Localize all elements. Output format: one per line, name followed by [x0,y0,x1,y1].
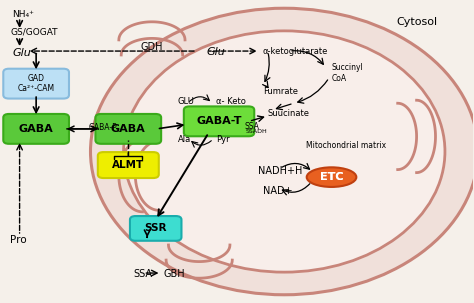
FancyBboxPatch shape [130,216,182,241]
Text: GABA-T: GABA-T [196,116,242,126]
Ellipse shape [307,167,356,187]
Text: Glu: Glu [206,47,225,57]
Text: SSA: SSA [244,122,259,131]
FancyBboxPatch shape [303,165,360,189]
Text: ETC: ETC [320,172,343,182]
Text: Pyr: Pyr [216,135,229,144]
Text: ETC: ETC [320,172,343,182]
FancyBboxPatch shape [95,114,161,144]
Text: ALMT: ALMT [112,160,145,170]
FancyBboxPatch shape [184,106,254,136]
Text: GDH: GDH [140,42,163,52]
Text: GAD
Ca²⁺-CAM: GAD Ca²⁺-CAM [18,74,55,93]
Text: GABA: GABA [111,124,146,134]
Ellipse shape [124,31,445,272]
FancyBboxPatch shape [3,114,69,144]
Text: NH₄⁺: NH₄⁺ [12,10,35,19]
Text: SSADH: SSADH [246,129,267,135]
Text: GABA: GABA [19,124,54,134]
Text: GLU: GLU [178,97,195,106]
Text: NAD+: NAD+ [263,186,292,196]
FancyBboxPatch shape [98,152,159,178]
Text: α- Keto: α- Keto [216,97,246,106]
Text: GBH: GBH [164,269,185,279]
Text: Pro: Pro [10,235,27,245]
Text: SSR: SSR [145,223,167,233]
Text: GS/GOGAT: GS/GOGAT [10,28,58,37]
Text: SSA: SSA [133,269,152,279]
Text: Cytosol: Cytosol [396,17,437,27]
Text: α-ketoglutarate: α-ketoglutarate [263,48,328,56]
Text: Mitochondrial matrix: Mitochondrial matrix [306,141,386,150]
FancyBboxPatch shape [3,69,69,98]
Text: NADH+H: NADH+H [258,166,302,176]
Text: Suucinate: Suucinate [268,109,310,118]
Text: Succinyl
CoA: Succinyl CoA [331,63,363,83]
Text: Glu: Glu [12,48,31,58]
Ellipse shape [91,8,474,295]
Text: GABA-P: GABA-P [88,124,117,132]
Text: Ala: Ala [178,135,191,144]
Text: Fumrate: Fumrate [263,87,298,96]
